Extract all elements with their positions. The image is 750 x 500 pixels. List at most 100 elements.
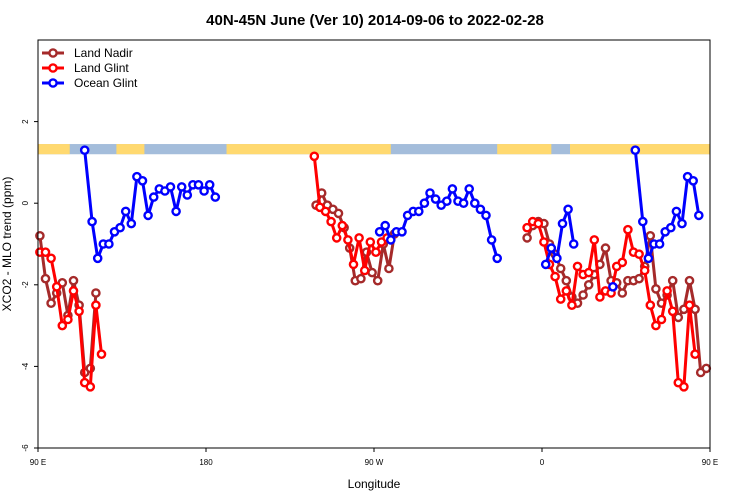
data-point-ocean-glint xyxy=(137,175,148,186)
data-point-ocean-glint xyxy=(688,175,699,186)
data-point-land-glint xyxy=(57,320,68,331)
data-point-ocean-glint xyxy=(380,220,391,231)
data-point-ocean-glint xyxy=(425,188,435,198)
data-point-ocean-glint xyxy=(492,253,503,264)
y-axis: -6 -4 -2 0 2 xyxy=(21,119,38,452)
y-tick-label: -6 xyxy=(21,444,30,452)
y-tick-label: -2 xyxy=(21,281,30,289)
y-tick-label: -4 xyxy=(21,362,30,370)
data-point-ocean-glint xyxy=(165,182,176,192)
data-point-ocean-glint xyxy=(87,216,97,227)
y-axis-title: XCO2 - MLO trend (ppm) xyxy=(0,177,14,312)
series-land-nadir xyxy=(35,188,712,378)
data-point-land-glint xyxy=(651,320,661,331)
data-point-ocean-glint xyxy=(666,222,676,233)
legend-marker xyxy=(48,63,58,73)
x-tick-label: 90 W xyxy=(365,458,384,467)
data-point-ocean-glint xyxy=(374,226,385,237)
legend-label: Ocean Glint xyxy=(74,76,138,90)
data-point-land-glint xyxy=(337,220,348,231)
data-point-land-glint xyxy=(595,292,605,302)
data-point-land-nadir xyxy=(561,275,572,286)
data-point-land-nadir xyxy=(600,243,611,253)
data-point-land-glint xyxy=(63,314,73,325)
data-point-land-glint xyxy=(589,235,600,245)
data-point-ocean-glint xyxy=(92,253,103,264)
data-point-land-glint xyxy=(567,300,577,311)
legend-item: Land Nadir xyxy=(42,46,133,60)
legend-item: Land Glint xyxy=(42,61,129,75)
data-point-land-glint xyxy=(320,206,331,217)
y-tick-label: 0 xyxy=(21,200,30,205)
data-point-land-glint xyxy=(309,151,320,162)
data-point-ocean-glint xyxy=(469,198,480,208)
data-point-land-nadir xyxy=(367,267,377,278)
x-tick-label: 180 xyxy=(199,458,213,467)
x-tick-label: 90 E xyxy=(702,458,718,467)
data-point-land-nadir xyxy=(356,273,366,284)
data-point-ocean-glint xyxy=(176,182,187,192)
band-land xyxy=(38,144,70,155)
data-point-land-glint xyxy=(348,259,359,270)
data-point-land-glint xyxy=(572,261,583,272)
legend-marker xyxy=(48,78,58,88)
data-point-land-glint xyxy=(326,216,336,227)
data-point-land-glint xyxy=(690,349,700,360)
data-point-land-glint xyxy=(68,286,79,296)
data-point-ocean-glint xyxy=(546,243,557,253)
x-tick-label: 90 E xyxy=(30,458,46,467)
data-point-land-glint xyxy=(533,218,544,229)
data-point-ocean-glint xyxy=(630,145,641,155)
data-point-ocean-glint xyxy=(143,210,153,221)
data-point-land-nadir xyxy=(68,275,79,286)
data-point-ocean-glint xyxy=(557,218,568,229)
data-point-land-nadir xyxy=(645,230,656,241)
data-point-ocean-glint xyxy=(210,192,221,202)
x-axis-title: Longitude xyxy=(348,477,401,491)
data-point-land-glint xyxy=(623,224,633,235)
data-point-land-nadir xyxy=(372,275,383,286)
data-point-ocean-glint xyxy=(486,235,497,245)
data-point-land-glint xyxy=(662,286,672,296)
data-point-ocean-glint xyxy=(430,194,441,204)
data-point-ocean-glint xyxy=(104,239,114,249)
data-point-land-glint xyxy=(617,257,628,268)
data-point-land-glint xyxy=(91,300,101,311)
data-point-land-glint xyxy=(522,222,532,233)
data-point-land-glint xyxy=(331,233,342,243)
band-land xyxy=(116,144,145,155)
data-point-ocean-glint xyxy=(464,184,475,194)
data-point-land-nadir xyxy=(333,208,344,219)
data-point-land-nadir xyxy=(522,233,532,243)
legend-label: Land Glint xyxy=(74,61,129,75)
x-tick-label: 0 xyxy=(540,458,545,467)
data-point-ocean-glint xyxy=(79,145,90,155)
data-point-ocean-glint xyxy=(643,253,654,264)
data-point-land-glint xyxy=(679,381,689,392)
surface-band xyxy=(38,144,710,155)
x-axis: 90 E 180 90 W 0 90 E xyxy=(30,448,718,467)
legend-item: Ocean Glint xyxy=(42,76,138,90)
data-point-land-nadir xyxy=(384,263,394,274)
data-point-ocean-glint xyxy=(638,216,648,227)
data-point-land-nadir xyxy=(555,263,566,274)
band-land xyxy=(226,144,391,155)
data-point-ocean-glint xyxy=(120,206,131,217)
data-point-land-glint xyxy=(46,253,56,264)
data-point-ocean-glint xyxy=(481,210,491,221)
data-point-land-glint xyxy=(583,267,594,278)
data-point-ocean-glint xyxy=(447,184,458,194)
data-point-land-glint xyxy=(539,237,549,247)
data-point-land-glint xyxy=(555,294,566,304)
data-point-land-nadir xyxy=(701,363,712,374)
data-point-land-glint xyxy=(684,300,695,311)
data-point-ocean-glint xyxy=(204,179,215,190)
data-point-ocean-glint xyxy=(458,198,469,208)
band-land xyxy=(497,144,552,155)
data-point-ocean-glint xyxy=(654,239,665,249)
band-land xyxy=(570,144,710,155)
data-point-land-glint xyxy=(561,286,572,296)
series-line-ocean-glint xyxy=(633,150,701,260)
series-layer xyxy=(35,145,712,392)
